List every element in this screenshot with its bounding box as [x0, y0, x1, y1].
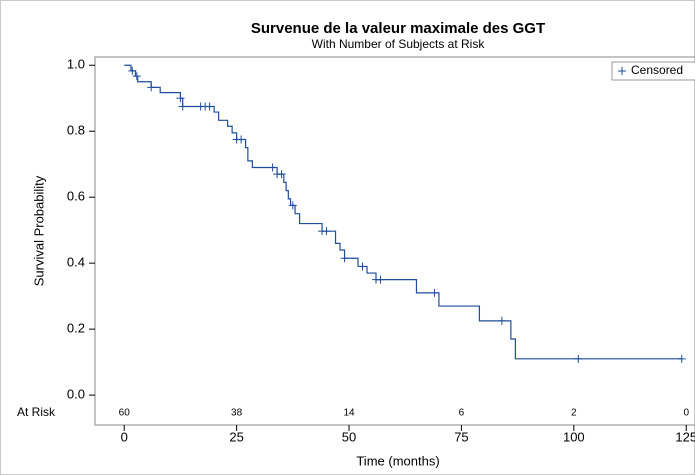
chart-subtitle: With Number of Subjects at Risk — [312, 37, 486, 51]
at-risk-value: 14 — [343, 408, 355, 419]
x-tick-label: 0 — [121, 429, 128, 444]
at-risk-value: 6 — [459, 408, 465, 419]
censor-mark — [358, 262, 367, 271]
censor-mark — [288, 201, 297, 210]
y-tick-label: 0.2 — [67, 321, 85, 336]
censor-mark — [237, 135, 246, 144]
censor-mark — [147, 83, 156, 92]
chart-title: Survenue de la valeur maximale des GGT — [251, 20, 545, 37]
at-risk-value: 0 — [683, 408, 689, 419]
y-tick-label: 0.4 — [67, 255, 85, 270]
at-risk-value: 38 — [231, 408, 243, 419]
censor-mark — [128, 66, 137, 75]
at-risk-value: 2 — [571, 408, 577, 419]
censor-mark — [268, 163, 277, 172]
at-risk-value: 60 — [119, 408, 131, 419]
y-tick-label: 0.0 — [67, 387, 85, 402]
y-tick-label: 0.6 — [67, 189, 85, 204]
y-axis-label: Survival Probability — [31, 175, 46, 286]
censor-mark — [277, 170, 286, 179]
x-tick-label: 100 — [563, 429, 585, 444]
censor-mark — [205, 102, 214, 111]
x-tick-label: 125 — [675, 429, 695, 444]
y-tick-label: 0.8 — [67, 123, 85, 138]
censor-mark — [677, 354, 686, 363]
censor-mark — [574, 354, 583, 363]
censor-mark — [176, 94, 185, 103]
y-tick-label: 1.0 — [67, 57, 85, 72]
legend-label: Censored — [631, 63, 683, 77]
censor-mark — [322, 227, 331, 236]
censor-mark — [340, 254, 349, 263]
plot-frame — [94, 56, 695, 426]
at-risk-label: At Risk — [17, 405, 56, 419]
censor-mark — [178, 102, 187, 111]
x-axis-label: Time (months) — [356, 453, 439, 468]
x-tick-label: 75 — [454, 429, 468, 444]
censor-mark — [132, 72, 141, 81]
legend-box — [611, 61, 695, 81]
legend-symbol — [618, 67, 626, 75]
x-tick-label: 50 — [342, 429, 356, 444]
censor-mark — [376, 275, 385, 284]
censor-mark — [497, 316, 506, 325]
x-tick-label: 25 — [229, 429, 243, 444]
censor-mark — [430, 288, 439, 297]
